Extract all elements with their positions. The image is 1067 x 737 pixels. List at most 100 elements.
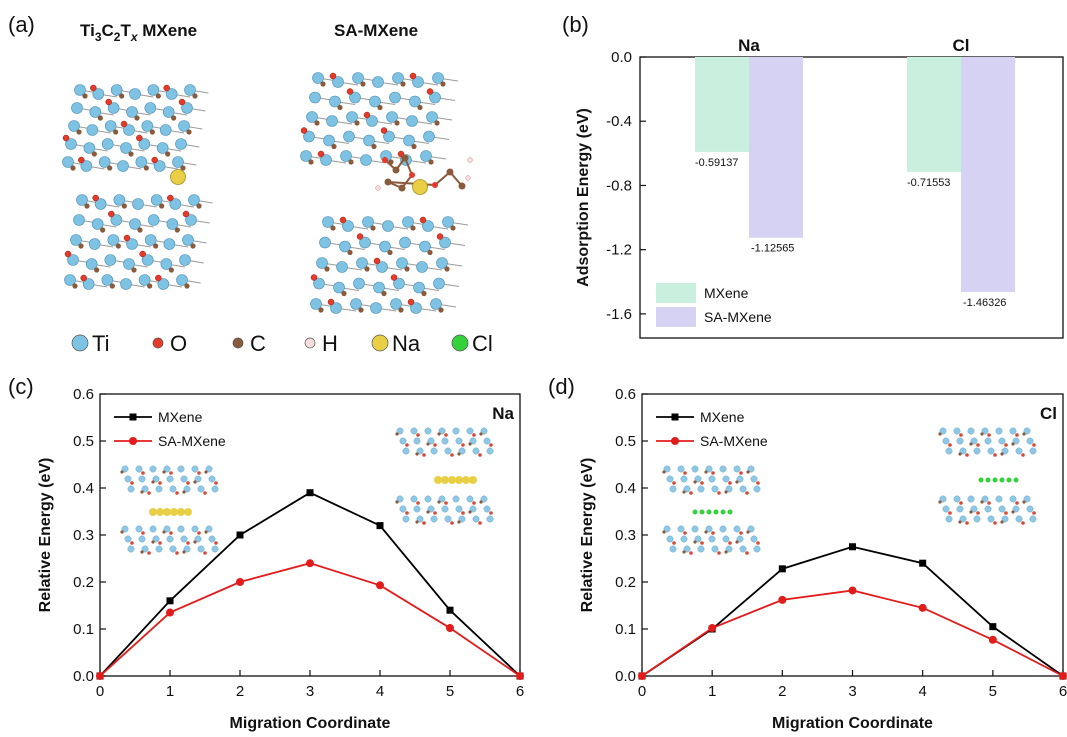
- ti-atom: [669, 485, 677, 493]
- ti-atom: [466, 427, 474, 435]
- ti-atom: [458, 515, 466, 523]
- series-line: [641, 589, 1064, 677]
- ti-atom: [68, 120, 80, 132]
- c-atom: [94, 267, 100, 273]
- c-atom: [82, 93, 88, 99]
- c-atom: [184, 283, 190, 289]
- ti-atom: [342, 220, 354, 232]
- ti-atom: [138, 535, 146, 543]
- c-atom: [171, 115, 177, 121]
- o-atom: [689, 551, 693, 555]
- ti-atom: [416, 515, 424, 523]
- ti-atom: [135, 156, 148, 168]
- ti-atom: [126, 106, 138, 118]
- ti-atom: [322, 216, 334, 228]
- o-atom: [130, 481, 134, 485]
- ti-atom: [360, 154, 372, 166]
- y-tick-label: 0.4: [615, 480, 636, 497]
- o-atom: [141, 471, 145, 475]
- o-atom: [147, 491, 151, 495]
- ti-atom: [300, 150, 312, 162]
- group-label: Cl: [953, 36, 970, 55]
- o-atom: [689, 491, 693, 495]
- c-atom: [155, 93, 161, 99]
- data-point: [306, 489, 314, 497]
- h-atom: [467, 157, 473, 163]
- o-atom: [416, 433, 420, 437]
- ti-atom: [959, 447, 967, 455]
- c-atom: [724, 490, 728, 494]
- ti-atom: [141, 485, 149, 493]
- chain-atom: [458, 182, 466, 190]
- data-point: [376, 522, 384, 530]
- x-axis-title: Migration Coordinate: [772, 715, 933, 732]
- c-atom: [662, 470, 666, 474]
- ti-atom: [166, 535, 174, 543]
- cl-atom-icon: [451, 334, 469, 352]
- ti-atom: [1026, 505, 1034, 513]
- structure-inset: [395, 427, 494, 525]
- ti-atom: [452, 495, 460, 503]
- y-tick-label: 0.3: [73, 527, 94, 544]
- o-atom: [373, 257, 381, 265]
- ti-atom: [694, 535, 702, 543]
- o-atom: [419, 216, 427, 224]
- ti-atom: [333, 281, 345, 294]
- ti-atom: [663, 525, 671, 533]
- c-atom: [410, 225, 416, 231]
- ion-path-atom: [184, 508, 192, 516]
- y-tick-label: 0.0: [611, 49, 632, 66]
- ti-atom: [120, 278, 132, 290]
- c-atom: [457, 452, 461, 456]
- c-atom: [980, 432, 984, 436]
- c-atom: [147, 283, 153, 289]
- ti-atom: [483, 437, 491, 445]
- ti-atom: [981, 427, 989, 435]
- c-atom: [143, 165, 149, 171]
- panel-b-bar-chart: (b) 0.0 -0.4 -0.8 -1.2 -1.6 Adsorption Energy…: [562, 12, 1064, 339]
- ti-atom: [144, 102, 157, 114]
- ti-atom: [945, 515, 953, 523]
- ti-atom: [175, 138, 187, 150]
- c-atom: [180, 165, 186, 171]
- ti-atom: [169, 545, 177, 553]
- o-atom: [167, 194, 174, 202]
- ti-atom: [750, 475, 758, 483]
- c-atom: [440, 81, 446, 87]
- ti-atom: [132, 198, 144, 210]
- ti-atom-icon: [71, 334, 89, 352]
- ti-atom: [430, 515, 438, 523]
- c-atom: [151, 480, 155, 484]
- ti-atom: [663, 465, 671, 473]
- ti-atom: [705, 465, 713, 473]
- atom-legend-label: Na: [392, 331, 421, 356]
- c-atom: [120, 470, 124, 474]
- chain-atom: [398, 184, 406, 192]
- c-atom: [426, 442, 430, 446]
- ti-atom: [680, 475, 688, 483]
- ti-atom: [472, 447, 480, 455]
- legend-label: MXene: [158, 409, 203, 425]
- c-atom: [128, 151, 134, 157]
- ti-atom: [973, 515, 981, 523]
- ti-atom: [92, 88, 105, 100]
- structure-inset: [120, 465, 219, 555]
- data-point: [918, 603, 927, 612]
- o-atom: [405, 511, 409, 515]
- ti-atom: [336, 261, 348, 273]
- c-atom: [192, 93, 198, 99]
- o-atom: [739, 471, 743, 475]
- ti-atom: [413, 437, 421, 445]
- c-atom: [330, 225, 336, 231]
- ti-atom: [149, 525, 157, 533]
- o-atom: [147, 551, 151, 555]
- o-atom: [1032, 511, 1036, 515]
- data-point: [848, 586, 857, 595]
- ion-path-atom: [455, 476, 463, 484]
- c-atom: [682, 550, 686, 554]
- y-tick-label: 0.5: [615, 433, 636, 450]
- mxene-slab: [300, 72, 459, 166]
- ti-atom: [956, 505, 964, 513]
- ti-atom: [147, 214, 160, 226]
- data-point: [236, 531, 244, 539]
